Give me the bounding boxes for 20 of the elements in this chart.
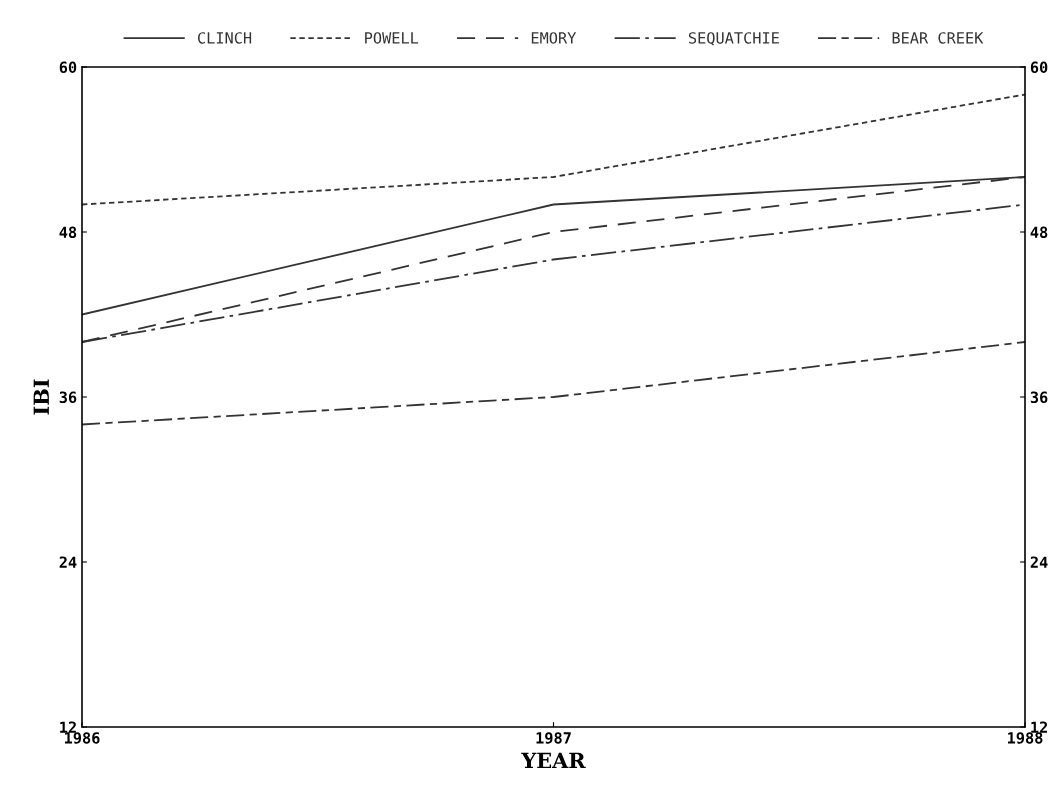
y-tick-label: 24 xyxy=(59,556,77,568)
legend-label: POWELL xyxy=(365,32,419,44)
y2-tick-label: 24 xyxy=(1030,556,1048,568)
y2-tick-label: 36 xyxy=(1030,391,1048,404)
y-tick-label: 36 xyxy=(59,391,77,404)
x-tick-label: 1987 xyxy=(536,732,571,744)
legend-label: SEQUATCHIE xyxy=(688,32,779,46)
y-tick-label: 12 xyxy=(60,721,76,733)
y2-tick-label: 48 xyxy=(1030,226,1048,239)
y-axis-title: IBI xyxy=(33,379,49,415)
y-tick-label: 60 xyxy=(59,61,77,74)
y-tick-label: 48 xyxy=(59,226,77,239)
x-tick-label: 1986 xyxy=(65,732,100,744)
y2-tick-label: 12 xyxy=(1031,721,1047,733)
y2-tick-label: 60 xyxy=(1030,61,1048,74)
legend-label: CLINCH xyxy=(197,32,252,44)
legend-label: BEAR CREEK xyxy=(892,32,984,44)
x-axis-title: YEAR xyxy=(521,752,586,769)
x-tick-label: 1988 xyxy=(1008,732,1043,744)
legend-label: EMORY xyxy=(531,32,577,44)
